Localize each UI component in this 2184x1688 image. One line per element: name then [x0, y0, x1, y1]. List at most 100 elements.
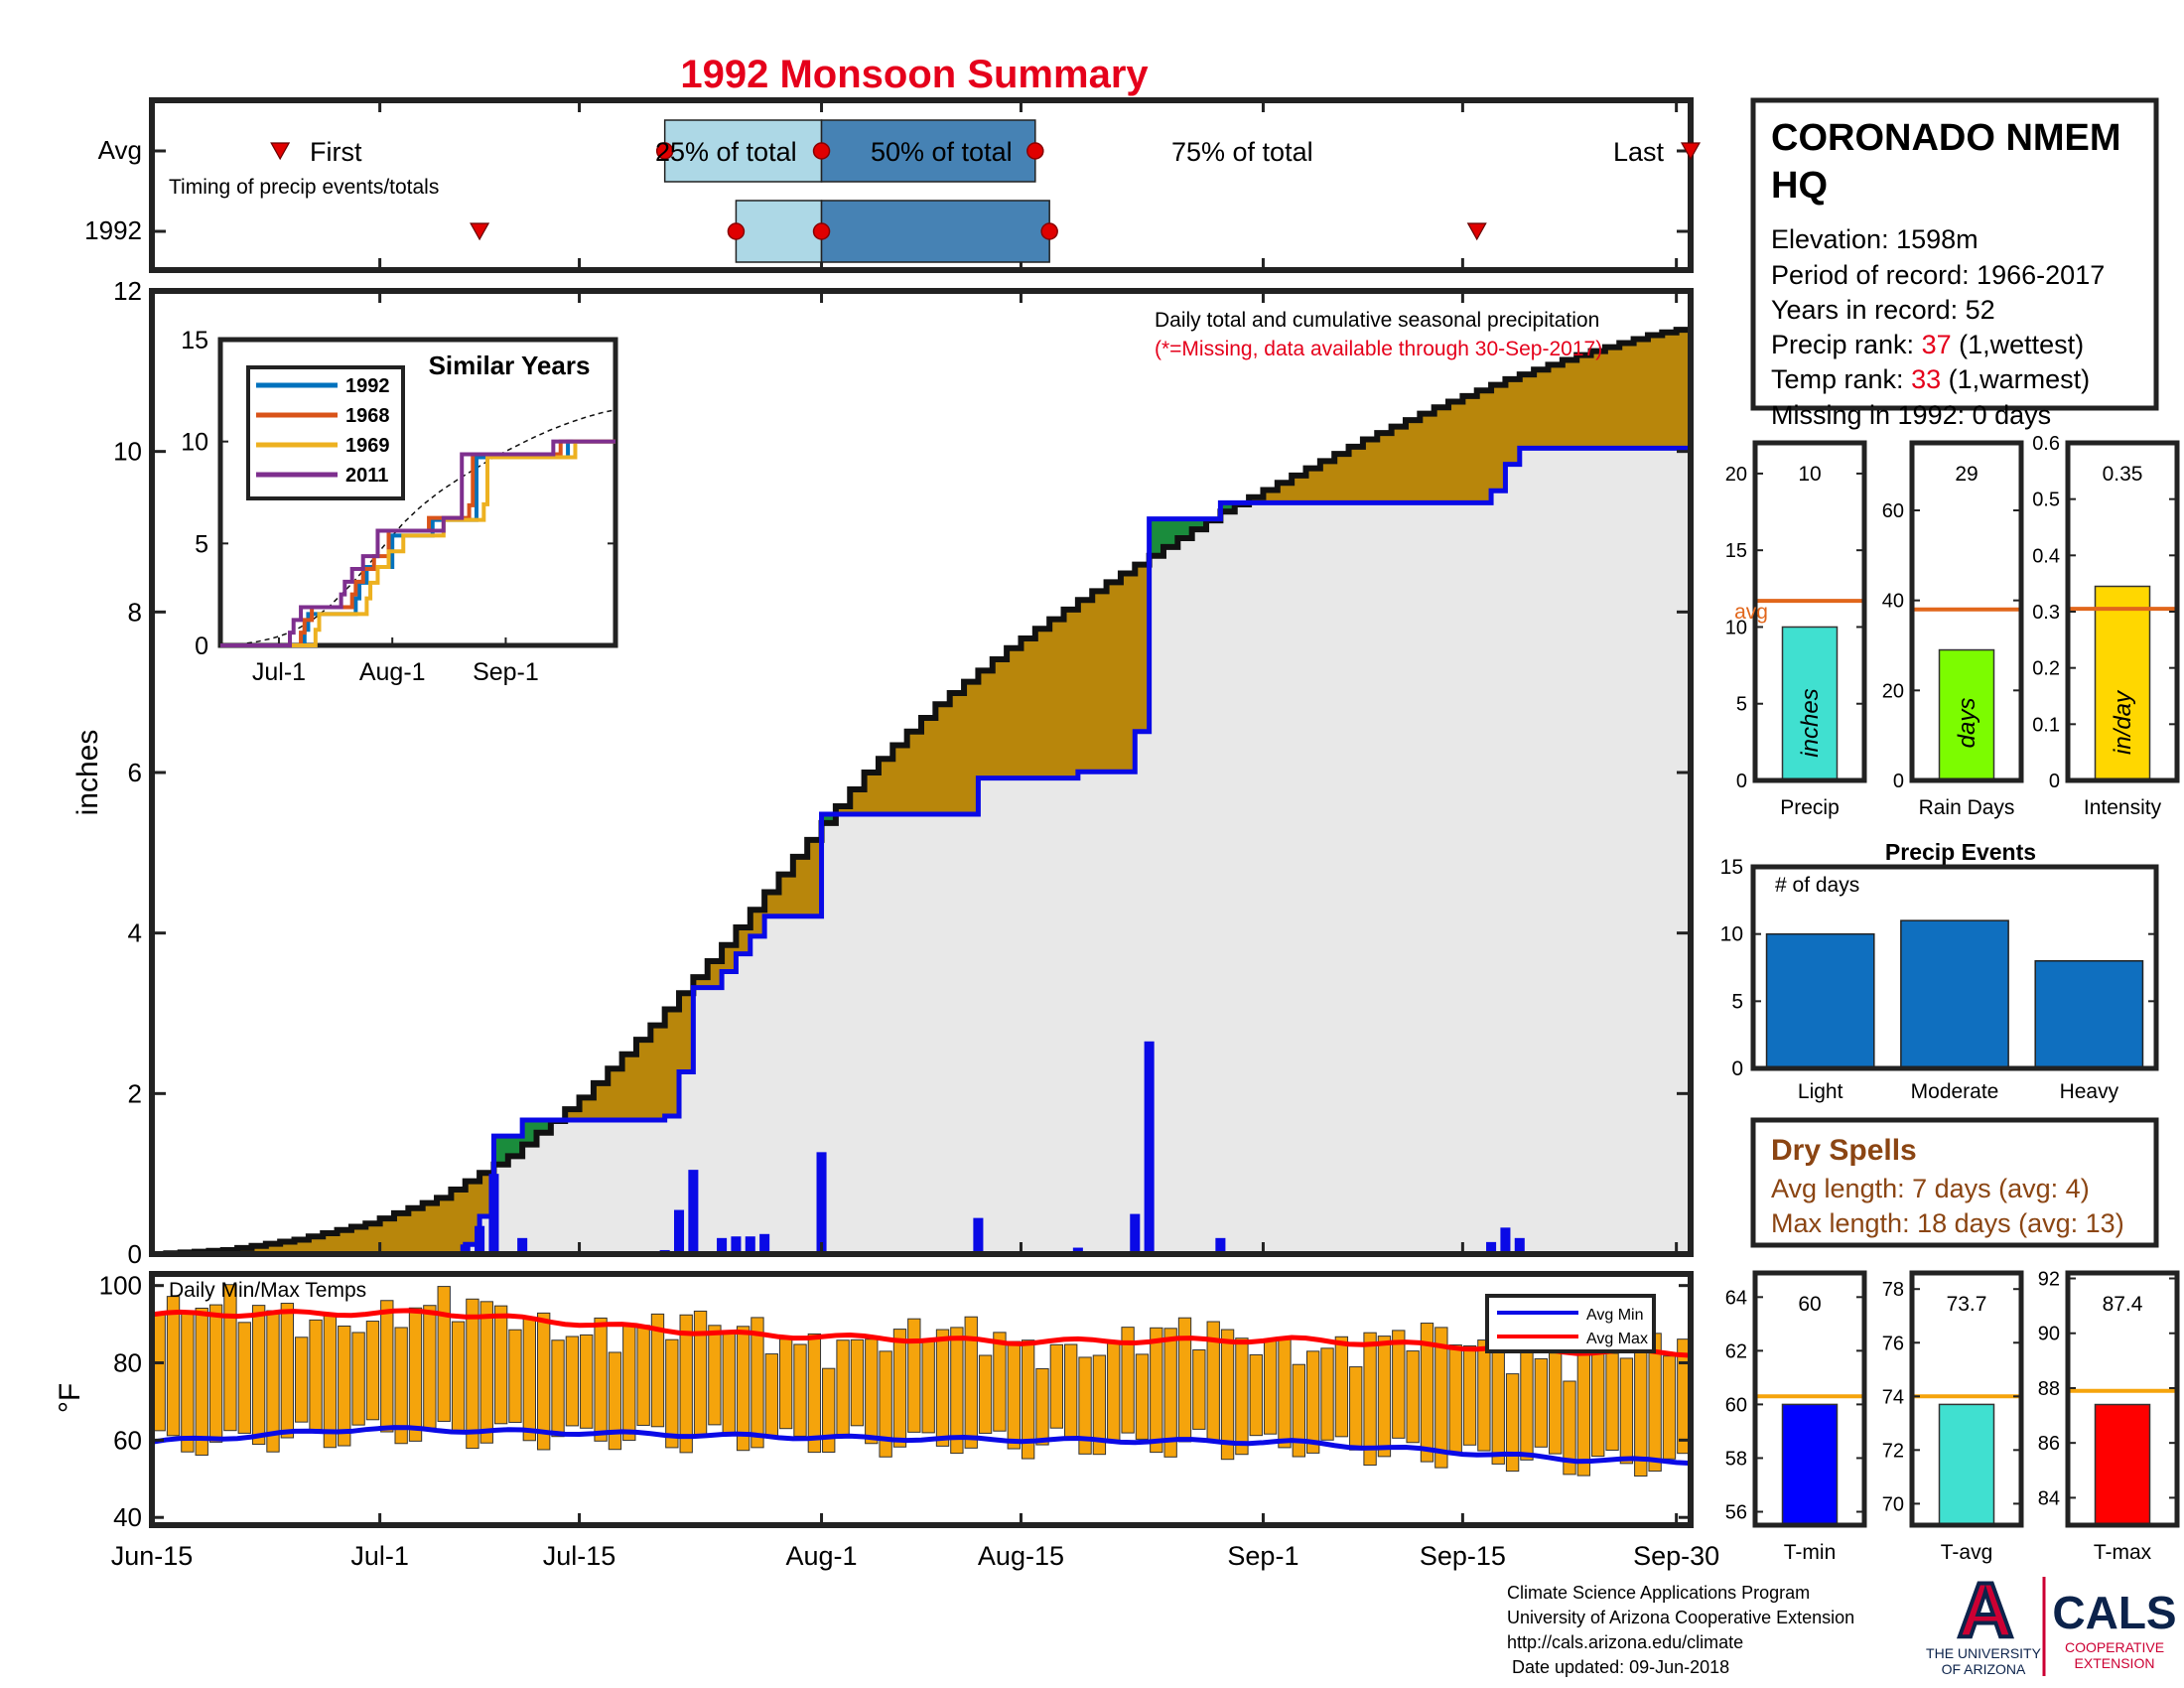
- ua-logo-letter: A: [1958, 1566, 2013, 1653]
- x-tick-label: Sep-15: [1420, 1541, 1506, 1571]
- temp-y-tick-label: 40: [113, 1502, 142, 1532]
- daily-temp-bar: [1363, 1332, 1377, 1467]
- daily-temp-bar: [522, 1318, 536, 1442]
- station-temp-rank: Temp rank: 33 (1,warmest): [1771, 364, 2090, 394]
- daily-temp-bar: [223, 1284, 237, 1432]
- daily-temp-bar: [1163, 1328, 1177, 1458]
- stat-y-tick-label: 84: [2038, 1487, 2060, 1509]
- timing-x-ticks: [150, 100, 1691, 270]
- temp-title: Daily Min/Max Temps: [169, 1279, 366, 1302]
- daily-temp-bar: [1035, 1367, 1049, 1446]
- avg-max-line: [151, 1308, 1692, 1358]
- daily-temp-bar: [778, 1338, 793, 1430]
- daily-precip-bar: [460, 1244, 471, 1254]
- university-logo: A THE UNIVERSITY OF ARIZONA CALS COOPERA…: [1926, 1564, 2177, 1677]
- stat-y-tick-label: 20: [1882, 680, 1904, 702]
- stat-unit-label: in/day: [2110, 689, 2136, 755]
- daily-temp-bar: [1491, 1338, 1505, 1465]
- stat-value-label: 73.7: [1947, 1293, 1987, 1316]
- stat-y-tick-label: 62: [1725, 1340, 1747, 1362]
- dry-spells-title: Dry Spells: [1771, 1134, 1917, 1167]
- daily-precip-bar: [1072, 1247, 1083, 1254]
- dry-spells-avg: Avg length: 7 days (avg: 4): [1771, 1174, 2090, 1203]
- station-period: Period of record: 1966-2017: [1771, 260, 2105, 290]
- daily-temp-bar: [1064, 1343, 1078, 1438]
- chart-title: 1992 Monsoon Summary: [680, 53, 1149, 96]
- daily-temp-bar: [1662, 1355, 1677, 1460]
- footer-date: Date updated: 09-Jun-2018: [1507, 1657, 1729, 1677]
- daily-temp-bar: [879, 1350, 892, 1458]
- daily-temp-bar: [1448, 1344, 1462, 1455]
- footer: Climate Science Applications Program Uni…: [1507, 1564, 2177, 1677]
- daily-temp-bar: [280, 1303, 295, 1439]
- daily-temp-bar: [1107, 1339, 1121, 1443]
- stat-y-tick-label: 10: [1725, 617, 1747, 638]
- daily-temp-bar: [251, 1305, 266, 1446]
- stat-y-tick-label: 0.3: [2032, 602, 2060, 624]
- temp-legend-box: [1485, 1294, 1656, 1353]
- legend-label-2011: 2011: [345, 465, 388, 487]
- stat-x-label: Rain Days: [1919, 796, 2015, 819]
- stat-unit-label: days: [1954, 698, 1980, 749]
- daily-temp-bar: [1377, 1336, 1392, 1458]
- daily-temp-bar: [679, 1314, 693, 1454]
- daily-temp-bar: [309, 1319, 323, 1431]
- event-y-tick-label: 10: [1720, 923, 1743, 946]
- daily-temp-bar: [1477, 1339, 1491, 1452]
- daily-temp-bar: [836, 1339, 850, 1436]
- stat-bar: [1781, 1403, 1839, 1526]
- daily-temp-bar: [338, 1325, 351, 1447]
- stat-value-label: 10: [1798, 463, 1821, 486]
- temp-y-tick-label: 80: [113, 1348, 142, 1378]
- daily-temp-bar: [1263, 1338, 1278, 1435]
- ua-logo-line2: OF ARIZONA: [1942, 1661, 2026, 1677]
- station-years: Years in record: 52: [1771, 295, 1995, 325]
- daily-temp-bar: [764, 1353, 778, 1438]
- daily-precip-bar: [1144, 1041, 1155, 1254]
- event-y-tick-label: 5: [1731, 990, 1743, 1013]
- station-precip-rank: Precip rank: 37 (1,wettest): [1771, 330, 2084, 359]
- daily-temp-bar: [1135, 1353, 1150, 1440]
- daily-temp-bar: [993, 1332, 1007, 1432]
- daily-temp-bar: [1121, 1327, 1135, 1434]
- event-y-tick-label: 15: [1720, 856, 1743, 879]
- inset-x-tick-label: Jul-1: [252, 658, 306, 686]
- stat-y-tick-label: 58: [1725, 1448, 1747, 1470]
- daily-temp-bar: [1078, 1356, 1092, 1455]
- event-triangle-marker: [1466, 222, 1487, 241]
- daily-temp-bar: [323, 1315, 338, 1449]
- cals-coop-line1: COOPERATIVE: [2065, 1639, 2164, 1655]
- quartile-box-25-50: [663, 119, 823, 183]
- stat-panel-frame: [1752, 440, 1867, 783]
- timing-q50-label: 50% of total: [871, 137, 1013, 167]
- event-bar-light: [1765, 932, 1875, 1069]
- inset-average-curve: [219, 409, 616, 646]
- temp-y-label: °F: [54, 1383, 86, 1413]
- event-category-label: Light: [1798, 1080, 1843, 1103]
- daily-precip-bar: [1500, 1227, 1511, 1254]
- daily-temp-bar: [1576, 1345, 1591, 1477]
- stat-y-tick-label: 56: [1725, 1501, 1747, 1523]
- daily-temp-bar: [181, 1313, 195, 1453]
- daily-temp-bar: [736, 1326, 751, 1452]
- daily-temp-bar: [807, 1333, 822, 1454]
- daily-temp-bar: [665, 1338, 679, 1449]
- stat-value-label: 29: [1955, 463, 1978, 486]
- daily-temp-bar: [793, 1343, 807, 1437]
- daily-temp-bar: [1049, 1343, 1064, 1429]
- stat-y-tick-label: 15: [1725, 540, 1747, 562]
- inset-y-tick-label: 15: [181, 327, 208, 354]
- daily-temp-bar: [1591, 1350, 1605, 1458]
- stat-y-tick-label: 40: [1882, 591, 1904, 613]
- stat-y-tick-label: 0: [1893, 771, 1904, 792]
- temp-y-tick-label: 100: [99, 1271, 142, 1301]
- daily-temp-bar: [636, 1325, 650, 1426]
- daily-temp-bar: [950, 1327, 964, 1455]
- daily-precip-bar: [475, 1225, 485, 1254]
- x-tick-label: Jul-1: [350, 1541, 409, 1571]
- daily-temp-bar: [451, 1321, 466, 1432]
- y-tick-label: 4: [128, 918, 142, 948]
- inset-y-tick-label: 0: [195, 633, 208, 660]
- daily-temp-bar: [865, 1338, 879, 1445]
- daily-temp-bars: [152, 1284, 1691, 1477]
